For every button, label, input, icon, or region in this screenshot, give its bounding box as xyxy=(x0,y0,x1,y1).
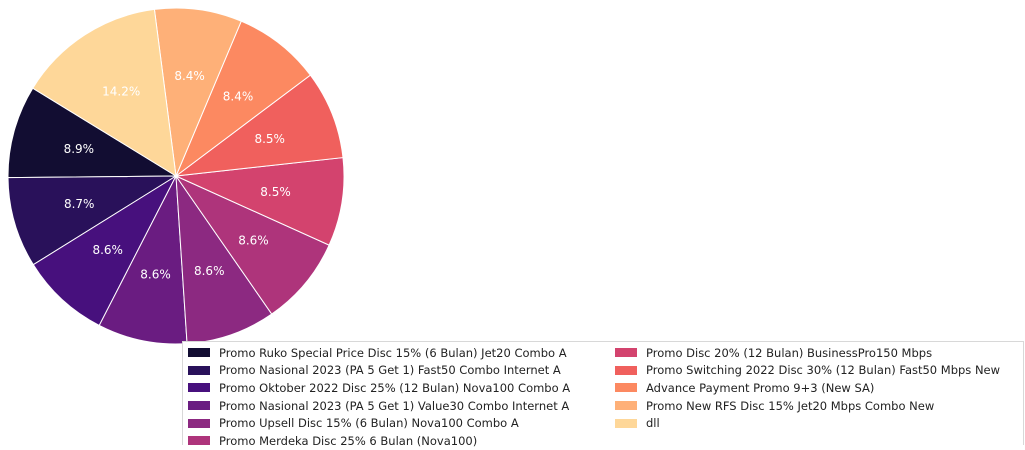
legend-label: Advance Payment Promo 9+3 (New SA) xyxy=(646,380,875,395)
pie-labels: 8.9% 8.7% 8.6% 8.6% 8.6% 8.6% 8.5% 8.5% 8.4% 8.4%… xyxy=(64,69,291,282)
legend-swatch xyxy=(615,418,637,428)
legend-swatch xyxy=(188,348,210,358)
legend-label: Promo Switching 2022 Disc 30% (12 Bulan)… xyxy=(646,363,1001,378)
legend-label: dll xyxy=(646,416,660,431)
legend-column-left: Promo Ruko Special Price Disc 15% (6 Bul… xyxy=(188,344,570,450)
legend-label: Promo Disc 20% (12 Bulan) BusinessPro150… xyxy=(646,345,933,360)
legend-label: Promo Nasional 2023 (PA 5 Get 1) Value30… xyxy=(219,398,570,413)
pie-slice-11 xyxy=(32,8,177,177)
pie-slice-label-8: 8.5% xyxy=(254,132,285,146)
pie-slice-1 xyxy=(7,87,178,179)
pie-slice-label-9: 8.4% xyxy=(223,90,254,104)
pie-slice-label-10: 8.4% xyxy=(174,69,205,83)
legend-swatch xyxy=(188,401,210,411)
legend-swatch xyxy=(615,365,637,375)
legend-label: Promo New RFS Disc 15% Jet20 Mbps Combo … xyxy=(646,398,935,413)
pie-slice-10 xyxy=(153,7,242,178)
legend-item: Promo Switching 2022 Disc 30% (12 Bulan)… xyxy=(615,362,1000,380)
pie-slice-label-1: 8.9% xyxy=(64,142,95,156)
pie-slice-label-3: 8.6% xyxy=(92,243,123,257)
pie-slice-label-7: 8.5% xyxy=(260,185,291,199)
legend-swatch xyxy=(188,383,210,393)
pie-slice-7 xyxy=(174,157,345,246)
legend-swatch xyxy=(615,401,637,411)
pie-slice-3 xyxy=(32,174,178,327)
legend-item: dll xyxy=(615,414,1000,432)
legend-item: Promo Ruko Special Price Disc 15% (6 Bul… xyxy=(188,344,570,362)
pie-slice-9 xyxy=(174,20,312,178)
legend-swatch xyxy=(188,418,210,428)
legend-swatch xyxy=(188,436,210,446)
pie-slices xyxy=(7,7,345,345)
pie-slice-label-4: 8.6% xyxy=(140,268,171,282)
pie-slice-6 xyxy=(174,174,330,315)
legend-item: Promo Nasional 2023 (PA 5 Get 1) Value30… xyxy=(188,397,570,415)
pie-slice-label-6: 8.6% xyxy=(238,233,269,247)
legend-label: Promo Nasional 2023 (PA 5 Get 1) Fast50 … xyxy=(219,363,561,378)
legend-label: Promo Ruko Special Price Disc 15% (6 Bul… xyxy=(219,345,567,360)
legend-item: Promo Disc 20% (12 Bulan) BusinessPro150… xyxy=(615,344,1000,362)
pie-slice-label-2: 8.7% xyxy=(64,197,95,211)
legend-column-right: Promo Disc 20% (12 Bulan) BusinessPro150… xyxy=(615,344,1000,432)
legend-item: Promo Nasional 2023 (PA 5 Get 1) Fast50 … xyxy=(188,362,570,380)
pie-slice-label-11: 14.2% xyxy=(102,84,140,98)
legend-label: Promo Oktober 2022 Disc 25% (12 Bulan) N… xyxy=(219,380,571,395)
pie-slice-8 xyxy=(174,74,344,177)
legend-swatch xyxy=(188,365,210,375)
legend-item: Promo Upsell Disc 15% (6 Bulan) Nova100 … xyxy=(188,414,570,432)
legend-swatch xyxy=(615,348,637,358)
legend-item: Advance Payment Promo 9+3 (New SA) xyxy=(615,379,1000,397)
legend: Promo Ruko Special Price Disc 15% (6 Bul… xyxy=(182,341,1024,448)
legend-label: Promo Merdeka Disc 25% 6 Bulan (Nova100) xyxy=(219,433,478,448)
pie-slice-label-5: 8.6% xyxy=(194,264,225,278)
legend-item: Promo New RFS Disc 15% Jet20 Mbps Combo … xyxy=(615,397,1000,415)
pie-slice-2 xyxy=(7,175,178,266)
legend-label: Promo Upsell Disc 15% (6 Bulan) Nova100 … xyxy=(219,416,519,431)
legend-swatch xyxy=(615,383,637,393)
legend-item: Promo Oktober 2022 Disc 25% (12 Bulan) N… xyxy=(188,379,570,397)
legend-item: Promo Merdeka Disc 25% 6 Bulan (Nova100) xyxy=(188,432,570,450)
